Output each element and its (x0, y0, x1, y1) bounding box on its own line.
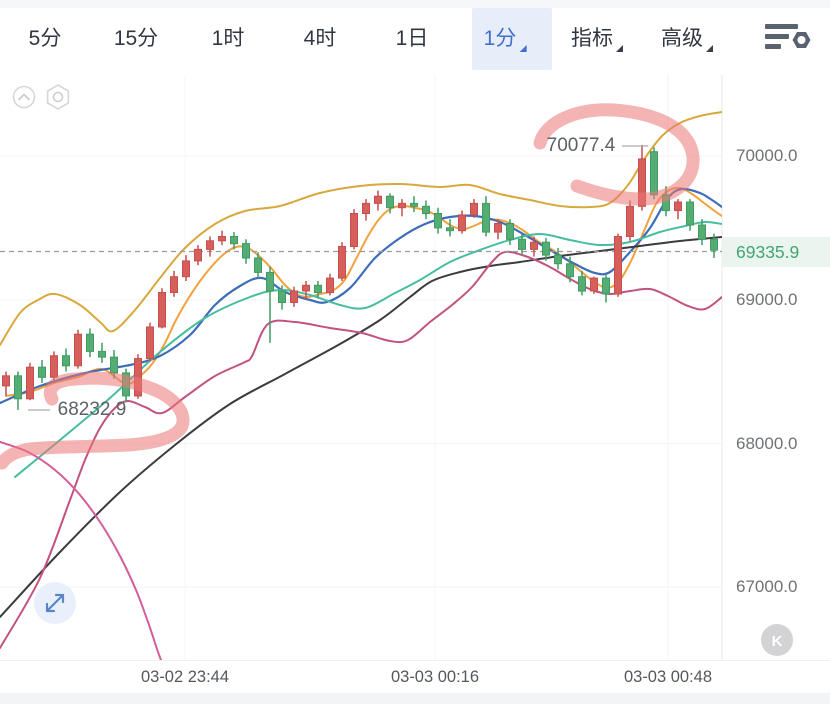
candle-body (86, 333, 94, 352)
candle-body (386, 195, 394, 209)
candle-body (170, 276, 178, 294)
tab-1day-label: 1日 (395, 27, 429, 50)
tab-15min-label: 15分 (113, 27, 159, 50)
collapse-chevron-glyph (18, 93, 30, 101)
candle-body (410, 202, 418, 207)
candle-body (398, 202, 406, 209)
tab-5min[interactable]: 5分 (29, 8, 62, 70)
menu-indicators[interactable]: 指标 (571, 8, 623, 70)
candle-body (638, 158, 646, 207)
candle-body (62, 355, 70, 367)
hexagon-settings-center (52, 91, 64, 103)
candle-body (422, 205, 430, 215)
menu-advanced[interactable]: 高级 (661, 8, 713, 70)
selected-tab-background (472, 8, 552, 70)
candle-body (254, 257, 262, 273)
candle-body (470, 202, 478, 216)
indicator-settings-icon[interactable] (758, 19, 818, 59)
hand-drawn-red-mark (533, 103, 700, 206)
candle-body (302, 284, 310, 292)
candle-body (194, 248, 202, 262)
tab-1min[interactable]: 1分 (484, 8, 527, 70)
ma-blue (0, 187, 722, 405)
candle-body (566, 263, 574, 278)
candle-body (554, 254, 562, 265)
candle-body (182, 260, 190, 278)
axis-separator (0, 660, 830, 661)
candle-body (110, 356, 118, 374)
candle-body (242, 243, 250, 259)
candle-body (314, 284, 322, 293)
k-watermark-letter: K (772, 633, 783, 650)
ma-teal (14, 220, 722, 478)
candle-body (74, 333, 82, 367)
candle-body (482, 202, 490, 233)
candle-body (506, 223, 514, 240)
candle-body (326, 277, 334, 294)
candle-body (590, 277, 598, 292)
candle-body (14, 375, 22, 400)
candle-body (38, 366, 46, 378)
candle-body (26, 366, 34, 400)
expand-arrows-icon (45, 593, 65, 613)
candle-body (578, 276, 586, 292)
tab-4hour[interactable]: 4时 (304, 8, 337, 70)
tab-15min[interactable]: 15分 (114, 8, 158, 70)
menu-advanced-label: 高级 (661, 27, 703, 50)
candle-body (290, 290, 298, 303)
candle-body (710, 238, 718, 251)
candle-body (158, 292, 166, 328)
candle-body (338, 246, 346, 279)
candle-body (2, 375, 10, 387)
k-watermark (761, 624, 793, 656)
tab-5min-label: 5分 (28, 27, 62, 50)
tab-1hour[interactable]: 1时 (212, 8, 245, 70)
hexagon-settings-icon[interactable] (46, 84, 70, 110)
candle-body (278, 290, 286, 303)
timeframe-toolbar: 5分 15分 1时 4时 1日 1分 指标 高级 (0, 8, 830, 70)
tab-1day[interactable]: 1日 (396, 8, 429, 70)
candle-body (626, 205, 634, 238)
candle-body (434, 213, 442, 229)
candle-body (374, 195, 382, 204)
bottom-strip (0, 693, 830, 704)
tab-4hour-label: 4时 (303, 27, 337, 50)
candle-body (614, 236, 622, 295)
collapse-chevron-icon[interactable] (12, 85, 36, 109)
candle-body (674, 201, 682, 212)
top-strip (0, 0, 830, 8)
candle-body (698, 224, 706, 240)
candle-body (446, 227, 454, 232)
tab-1min-label: 1分 (483, 27, 517, 50)
candle-body (266, 271, 274, 292)
candle-body (602, 277, 610, 295)
hand-drawn-red-mark (0, 371, 190, 470)
candle-body (650, 151, 658, 196)
candle-body (542, 241, 550, 256)
bollinger-upper-gold (0, 111, 722, 346)
candle-body (362, 202, 370, 214)
candle-body (494, 223, 502, 233)
candle-body (518, 238, 526, 250)
candle-body (218, 236, 226, 242)
menu-indicators-label: 指标 (571, 27, 613, 50)
dropdown-triangle-icon (519, 45, 527, 52)
candle-body (458, 214, 466, 232)
candle-body (530, 241, 538, 250)
dropdown-triangle-icon (616, 45, 623, 52)
plot-group (0, 111, 722, 660)
candle-body (350, 213, 358, 247)
candle-body (686, 201, 694, 226)
candle-body (50, 355, 58, 378)
candle-body (98, 350, 106, 358)
candle-body (206, 240, 214, 250)
dropdown-triangle-icon (706, 45, 713, 52)
candle-body (230, 236, 238, 245)
bollinger-lower-magenta (0, 441, 163, 660)
ma-black (0, 236, 722, 618)
tab-1hour-label: 1时 (211, 27, 245, 50)
candle-body (146, 326, 154, 360)
